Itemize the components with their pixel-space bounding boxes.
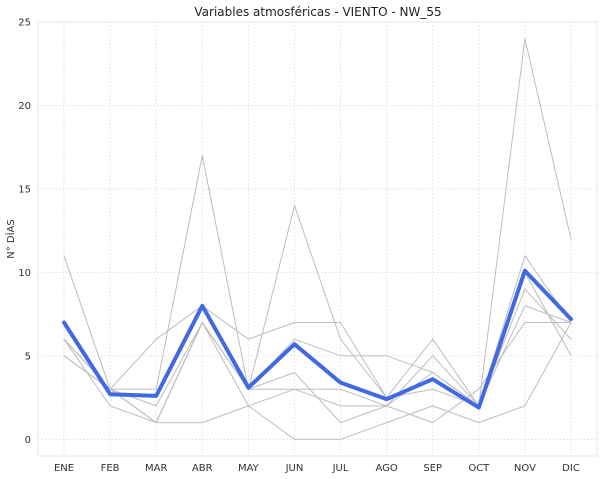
x-tick-label: ABR: [192, 463, 213, 474]
grid-lines: [38, 21, 597, 456]
x-tick-label: JUN: [285, 463, 304, 474]
chart-title: Variables atmosféricas - VIENTO - NW_55: [194, 5, 441, 19]
x-tick-labels: ENE FEB MAR ABR MAY JUN JUL AGO SEP OCT NOV DIC: [54, 463, 580, 474]
x-tick-label: ENE: [54, 463, 74, 474]
series-line: [63, 322, 572, 424]
x-tick-label: OCT: [468, 463, 490, 474]
y-tick-label: 5: [25, 351, 31, 362]
x-tick-label: NOV: [514, 463, 536, 474]
series-line-highlight: [62, 268, 573, 410]
x-tick-label: MAR: [145, 463, 167, 474]
series-line: [63, 322, 572, 440]
x-tick-label: FEB: [101, 463, 120, 474]
x-tick-label: SEP: [423, 463, 442, 474]
y-tick-label: 0: [25, 435, 31, 446]
series-line: [63, 38, 572, 407]
y-tick-label: 10: [18, 268, 31, 279]
plot-frame: [37, 21, 598, 457]
y-tick-label: 25: [18, 18, 31, 29]
y-axis-label: N° DÍAS: [4, 219, 17, 259]
series-lines: [62, 38, 573, 440]
x-tick-label: DIC: [562, 463, 580, 474]
x-tick-label: JUL: [332, 463, 349, 474]
y-tick-labels: 0 5 10 15 20 25: [18, 18, 31, 446]
y-tick-label: 20: [18, 101, 31, 112]
x-tick-label: MAY: [238, 463, 260, 474]
x-tick-label: AGO: [375, 463, 397, 474]
y-tick-label: 15: [18, 184, 31, 195]
